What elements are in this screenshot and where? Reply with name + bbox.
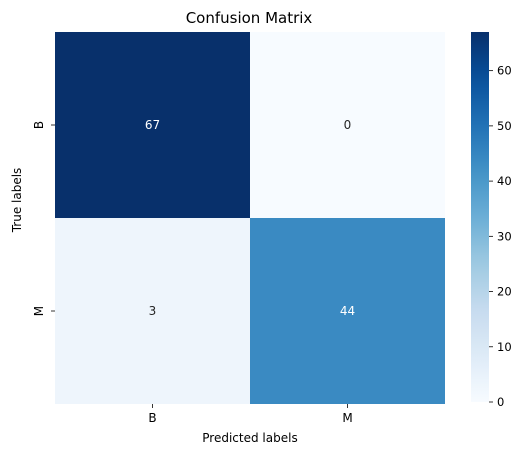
colorbar-tick-label: 40 [497, 174, 512, 188]
colorbar-gradient [471, 32, 489, 402]
x-tick-label: M [342, 411, 352, 425]
y-tick-label: M [32, 306, 46, 316]
cell-value-label: 67 [145, 118, 160, 132]
cell-value-label: 3 [149, 304, 157, 318]
colorbar-tick-label: 50 [497, 119, 512, 133]
heatmap-cell-B-M [250, 32, 445, 218]
y-axis-label: True labels [10, 168, 24, 234]
colorbar-tick-label: 20 [497, 285, 512, 299]
y-axis-ticks: BM [32, 121, 55, 316]
heatmap-cell-M-M [250, 218, 445, 404]
y-tick-label: B [32, 121, 46, 129]
colorbar-tick-label: 0 [497, 395, 504, 409]
colorbar-tick-label: 30 [497, 229, 512, 243]
cell-value-label: 0 [344, 118, 352, 132]
x-axis-label: Predicted labels [202, 431, 297, 445]
chart-title: Confusion Matrix [186, 9, 313, 27]
colorbar: 0 10 20 30 40 50 60 [471, 32, 512, 409]
x-tick-label: B [148, 411, 156, 425]
heatmap-cell-M-B [55, 218, 250, 404]
cell-value-label: 44 [340, 304, 355, 318]
heatmap-grid: 67 0 3 44 [55, 32, 445, 404]
colorbar-tick-label: 60 [497, 64, 512, 78]
heatmap-cell-B-B [55, 32, 250, 218]
colorbar-tick-label: 10 [497, 340, 512, 354]
